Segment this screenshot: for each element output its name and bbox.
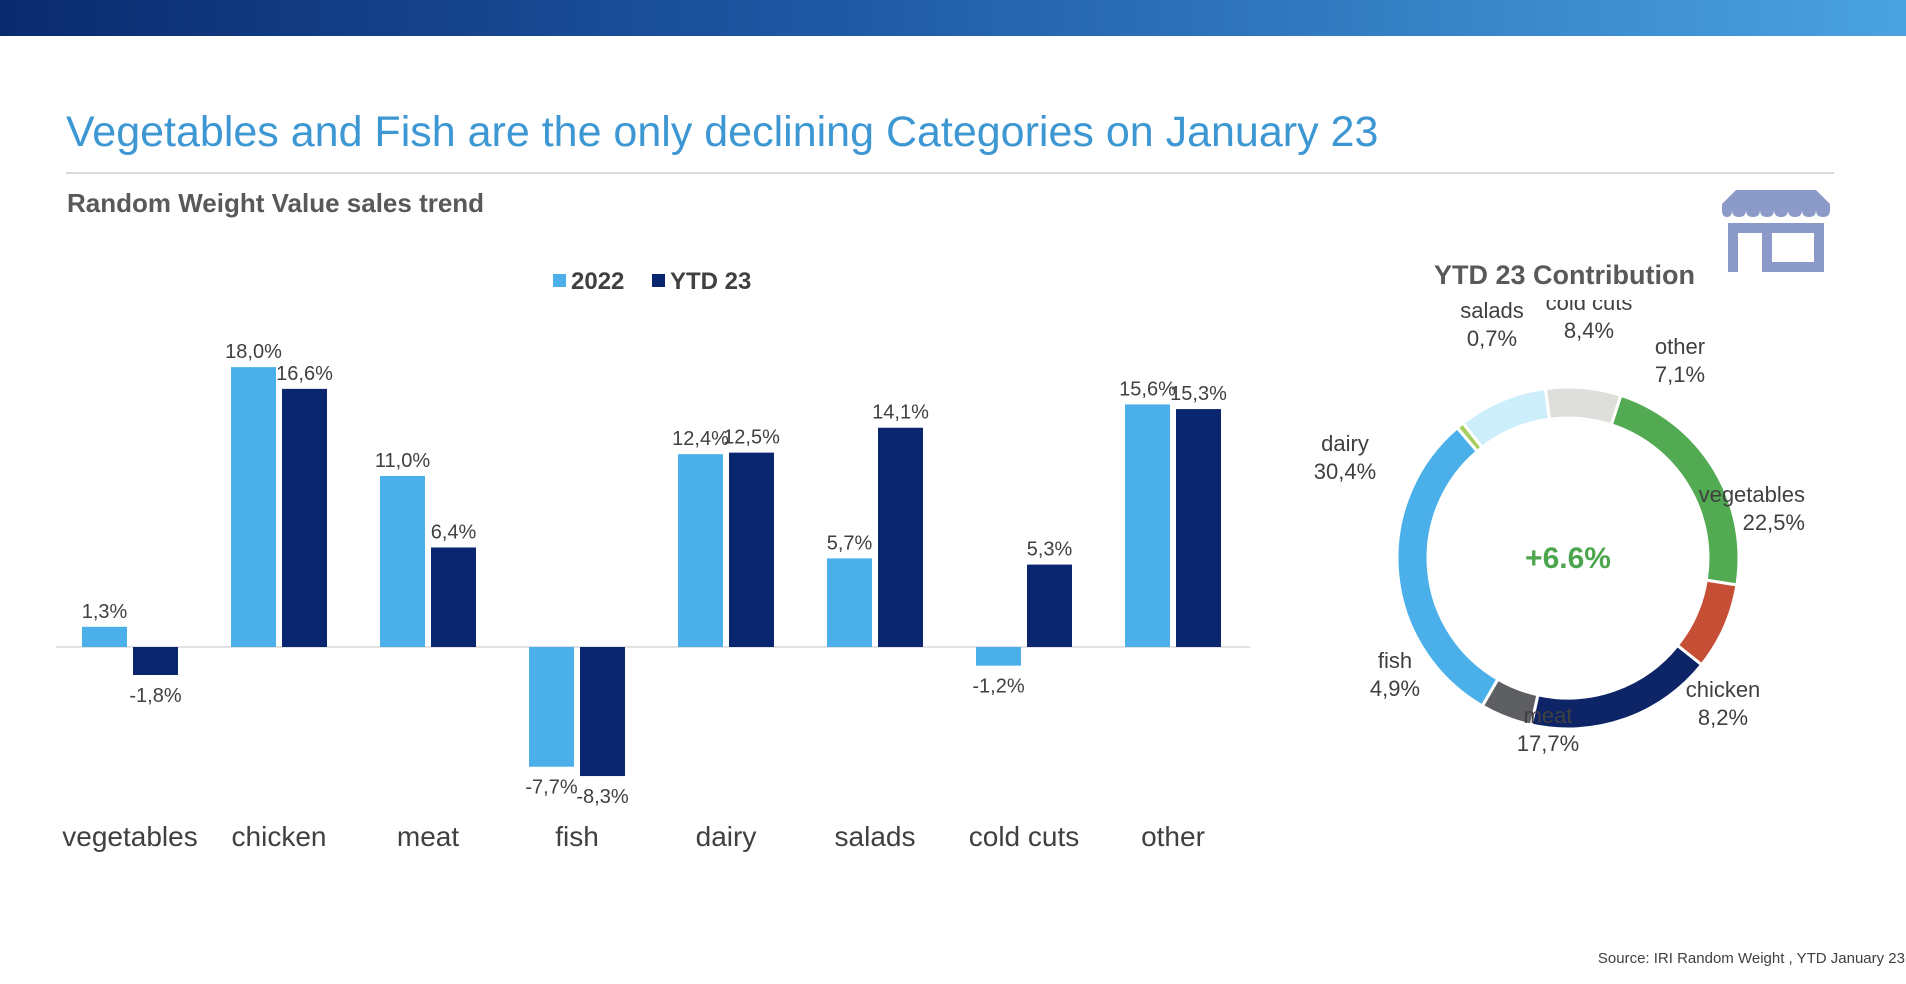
bar-group xyxy=(82,367,1221,777)
category-label-vegetables: vegetables xyxy=(62,821,197,852)
legend-label-ytd23: YTD 23 xyxy=(670,268,751,295)
bar-2022-fish xyxy=(529,647,574,767)
data-label-ytd-23-meat: 6,4% xyxy=(431,521,477,543)
bar-ytd-23-fish xyxy=(580,647,625,777)
bar-2022-other xyxy=(1125,404,1170,647)
data-label-2022-dairy: 12,4% xyxy=(672,428,729,450)
legend-label-2022: 2022 xyxy=(571,268,624,295)
donut-slice-other xyxy=(1543,385,1623,427)
donut-value-meat: 17,7% xyxy=(1517,731,1579,756)
donut-value-dairy: 30,4% xyxy=(1314,459,1376,484)
bar-ytd-23-chicken xyxy=(282,388,327,647)
data-label-ytd-23-other: 15,3% xyxy=(1170,383,1227,405)
data-label-2022-vegetables: 1,3% xyxy=(82,601,128,623)
bar-2022-meat xyxy=(380,475,425,647)
bar-2022-cold-cuts xyxy=(976,647,1021,666)
data-label-ytd-23-cold-cuts: 5,3% xyxy=(1027,539,1073,561)
bar-ytd-23-meat xyxy=(431,547,476,647)
category-label-meat: meat xyxy=(397,821,459,852)
bar-2022-dairy xyxy=(678,454,723,647)
bar-ytd-23-vegetables xyxy=(133,647,178,675)
bar-ytd-23-cold-cuts xyxy=(1027,564,1072,647)
data-label-group: 1,3% -1,8% 18,0%16,6% 11,0% 6,4% -7,7%-8,3% 12… xyxy=(82,341,1227,808)
category-label-cold-cuts: cold cuts xyxy=(969,821,1080,852)
donut-value-cold-cuts: 8,4% xyxy=(1564,318,1614,343)
data-label-2022-other: 15,6% xyxy=(1119,378,1176,400)
bar-ytd-23-salads xyxy=(878,427,923,647)
legend-swatch-2022 xyxy=(553,274,566,287)
bar-2022-vegetables xyxy=(82,626,127,647)
chart-legend: 2022 YTD 23 xyxy=(553,268,751,295)
donut-title: YTD 23 Contribution xyxy=(1434,260,1695,290)
donut-label-other: other xyxy=(1655,334,1705,359)
data-label-ytd-23-fish: -8,3% xyxy=(576,786,628,808)
donut-slice-group xyxy=(1395,385,1741,731)
donut-value-chicken: 8,2% xyxy=(1698,705,1748,730)
title-divider xyxy=(66,172,1834,174)
donut-value-salads: 0,7% xyxy=(1467,326,1517,351)
category-label-fish: fish xyxy=(555,821,599,852)
data-label-2022-fish: -7,7% xyxy=(525,777,577,799)
data-label-2022-chicken: 18,0% xyxy=(225,341,282,363)
data-label-ytd-23-salads: 14,1% xyxy=(872,402,929,424)
donut-value-fish: 4,9% xyxy=(1370,676,1420,701)
category-label-chicken: chicken xyxy=(232,821,327,852)
source-text: Source: IRI Random Weight , YTD January … xyxy=(1597,950,1905,967)
donut-label-salads: salads xyxy=(1460,300,1524,323)
donut-slice-cold-cuts xyxy=(1460,386,1552,450)
category-label-other: other xyxy=(1141,821,1205,852)
donut-slice-dairy xyxy=(1395,425,1500,709)
bar-2022-chicken xyxy=(231,367,276,647)
bar-2022-salads xyxy=(827,558,872,647)
donut-label-vegetables: vegetables xyxy=(1699,482,1805,507)
donut-label-chicken: chicken xyxy=(1686,677,1761,702)
data-label-ytd-23-chicken: 16,6% xyxy=(276,363,333,385)
source-note: Source: IRI Random Weight , YTD January … xyxy=(0,950,1906,967)
data-label-ytd-23-dairy: 12,5% xyxy=(723,427,780,449)
donut-value-vegetables: 22,5% xyxy=(1743,510,1805,535)
donut-value-other: 7,1% xyxy=(1655,362,1705,387)
donut-label-fish: fish xyxy=(1378,648,1412,673)
bar-chart: 2022 YTD 23 1,3% -1,8% 18,0%16,6% 11,0% 6,4%… xyxy=(56,268,1250,852)
donut-label-cold-cuts: cold cuts xyxy=(1546,300,1633,315)
store-icon xyxy=(1722,190,1830,272)
donut-label-meat: meat xyxy=(1524,703,1573,728)
legend-swatch-ytd23 xyxy=(652,274,665,287)
donut-center-value: +6.6% xyxy=(1525,542,1611,575)
bar-ytd-23-other xyxy=(1176,409,1221,647)
data-label-2022-salads: 5,7% xyxy=(827,532,873,554)
page-title: Vegetables and Fish are the only declini… xyxy=(66,108,1379,156)
top-banner xyxy=(0,0,1906,36)
chart-subtitle: Random Weight Value sales trend xyxy=(67,188,485,218)
category-label-dairy: dairy xyxy=(696,821,757,852)
category-label-salads: salads xyxy=(835,821,916,852)
data-label-2022-meat: 11,0% xyxy=(375,450,430,472)
donut-label-group: vegetables 22,5% chicken 8,2% meat 17,7% fish 4… xyxy=(1314,300,1805,756)
data-label-2022-cold-cuts: -1,2% xyxy=(972,676,1024,698)
category-label-group: vegetables chicken meat fish dairy salads cold… xyxy=(62,821,1205,852)
bar-ytd-23-dairy xyxy=(729,452,774,647)
data-label-ytd-23-vegetables: -1,8% xyxy=(129,685,181,707)
donut-label-dairy: dairy xyxy=(1321,431,1369,456)
donut-chart: vegetables 22,5% chicken 8,2% meat 17,7% fish 4… xyxy=(1314,300,1805,756)
